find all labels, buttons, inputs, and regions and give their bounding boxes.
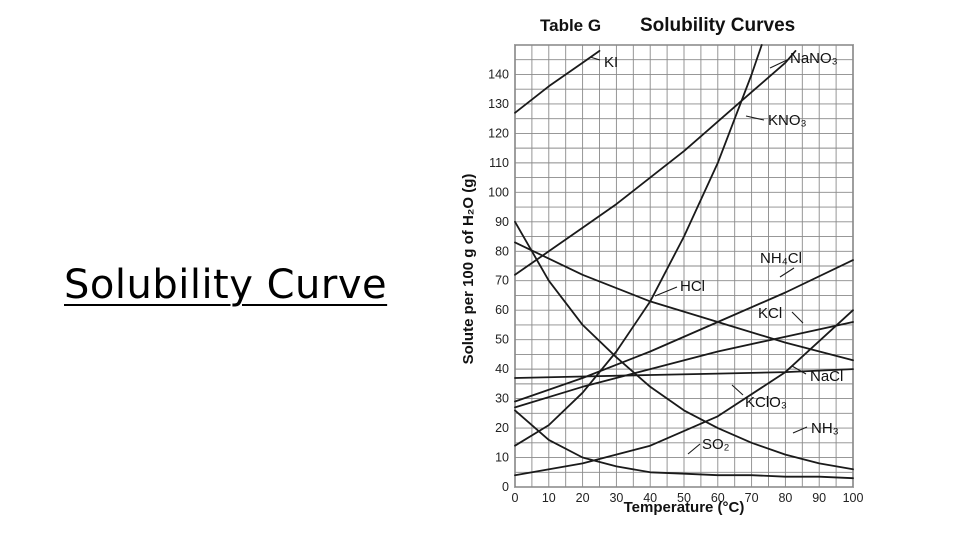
series-line-nacl <box>514 368 854 379</box>
annotation-leader-kcl <box>791 311 804 324</box>
x-tick-label: 10 <box>542 491 556 505</box>
x-tick-label: 40 <box>643 491 657 505</box>
annotation-leader-nacl <box>791 365 807 375</box>
x-tick-label: 70 <box>745 491 759 505</box>
annotation-leader-kclo3 <box>731 384 744 396</box>
x-tick-labels: 0 10 20 30 40 50 60 70 80 90 100 <box>512 491 864 505</box>
series-annotations: KI NaNO₃ KNO₃ NH₄Cl HCl KCl NaCl KClO₃ NH₃ SO₂ <box>589 50 843 455</box>
y-tick-label: 100 <box>488 185 509 199</box>
x-tick-label: 60 <box>711 491 725 505</box>
annotation-nano3: NaNO₃ <box>790 50 838 67</box>
series-line-nh4cl <box>514 259 854 403</box>
x-axis-label: Temperature (°C) <box>624 499 745 516</box>
y-axis-label: Solute per 100 g of H₂O (g) <box>460 174 477 365</box>
y-tick-label: 30 <box>495 392 509 406</box>
slide-title: Solubility Curve <box>64 262 388 308</box>
annotation-leader-nano3 <box>769 59 788 69</box>
series-line-nh3 <box>514 220 854 471</box>
annotation-so2: SO₂ <box>702 436 730 453</box>
y-tick-label: 20 <box>495 421 509 435</box>
y-tick-label: 60 <box>495 303 509 317</box>
x-tick-label: 80 <box>778 491 792 505</box>
annotation-kno3: KNO₃ <box>768 112 807 129</box>
y-tick-label: 140 <box>488 67 509 81</box>
x-tick-label: 0 <box>512 491 519 505</box>
chart-title-prefix: Table G <box>540 16 601 35</box>
x-tick-label: 100 <box>843 491 864 505</box>
y-tick-label: 50 <box>495 333 509 347</box>
annotation-leader-kno3 <box>745 115 765 121</box>
x-tick-label: 30 <box>609 491 623 505</box>
series-line-nano3 <box>514 50 797 276</box>
y-tick-label: 120 <box>488 126 509 140</box>
annotation-hcl: HCl <box>680 278 705 295</box>
y-tick-label: 90 <box>495 215 509 229</box>
annotation-nh4cl: NH₄Cl <box>760 250 802 267</box>
series-line-hcl <box>514 241 854 362</box>
y-tick-label: 40 <box>495 362 509 376</box>
x-tick-label: 50 <box>677 491 691 505</box>
chart-title: Solubility Curves <box>640 15 795 36</box>
grid <box>514 44 854 488</box>
annotation-kcl: KCl <box>758 305 782 322</box>
y-tick-label: 110 <box>489 156 509 170</box>
annotation-leader-hcl <box>654 286 678 297</box>
y-tick-label: 70 <box>495 274 509 288</box>
annotation-ki: KI <box>604 54 618 71</box>
annotation-nacl: NaCl <box>810 368 843 385</box>
y-tick-label: 0 <box>502 480 509 494</box>
annotation-kclo3: KClO₃ <box>745 394 787 411</box>
annotation-leader-so2 <box>687 443 701 455</box>
annotation-nh3: NH₃ <box>811 420 839 437</box>
series-line-kno3 <box>514 44 763 447</box>
y-tick-labels: 0 10 20 30 40 50 60 70 80 90 100 110 120 130 140 <box>488 67 509 494</box>
y-tick-label: 130 <box>488 97 509 111</box>
series-lines <box>514 44 854 480</box>
series-line-kcl <box>514 321 854 409</box>
series-line-kclo3 <box>514 309 854 477</box>
x-tick-label: 20 <box>576 491 590 505</box>
annotation-leader-nh4cl <box>779 267 795 278</box>
y-tick-label: 10 <box>495 451 509 465</box>
y-tick-label: 80 <box>495 244 509 258</box>
annotation-leader-ki <box>589 56 601 61</box>
series-line-so2 <box>514 409 854 480</box>
annotation-leader-nh3 <box>792 426 808 434</box>
x-tick-label: 90 <box>812 491 826 505</box>
